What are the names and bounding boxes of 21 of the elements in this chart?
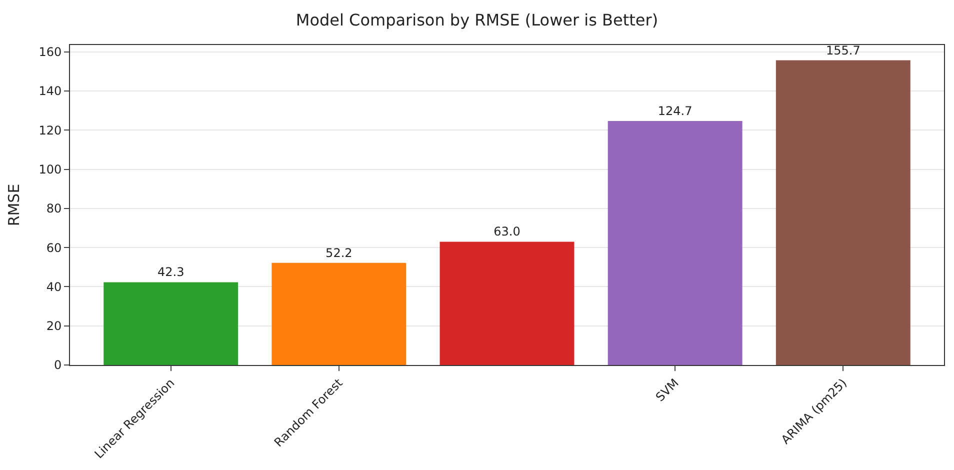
data-label: 124.7: [658, 104, 692, 118]
bar: [608, 120, 742, 365]
bar: [440, 242, 574, 365]
data-label: 63.0: [494, 224, 520, 239]
y-tick-label: 140: [38, 84, 62, 98]
y-tick-label: 20: [46, 319, 62, 334]
y-tick-label: 0: [54, 358, 62, 372]
data-label: 42.3: [157, 265, 184, 280]
y-tick-label: 160: [38, 45, 62, 60]
data-label: 155.7: [826, 43, 860, 58]
y-tick-label: 80: [46, 202, 62, 216]
y-tick-label: 40: [46, 280, 62, 294]
bar: [104, 282, 238, 365]
chart-title: Model Comparison by RMSE (Lower is Better): [296, 10, 658, 30]
y-tick-label: 100: [38, 162, 62, 176]
y-tick-label: 60: [46, 240, 62, 255]
data-label: 52.2: [326, 246, 352, 260]
y-tick-label: 120: [38, 123, 62, 138]
bar: [272, 262, 406, 365]
bar: [776, 60, 910, 365]
y-axis-title: RMSE: [4, 184, 23, 226]
